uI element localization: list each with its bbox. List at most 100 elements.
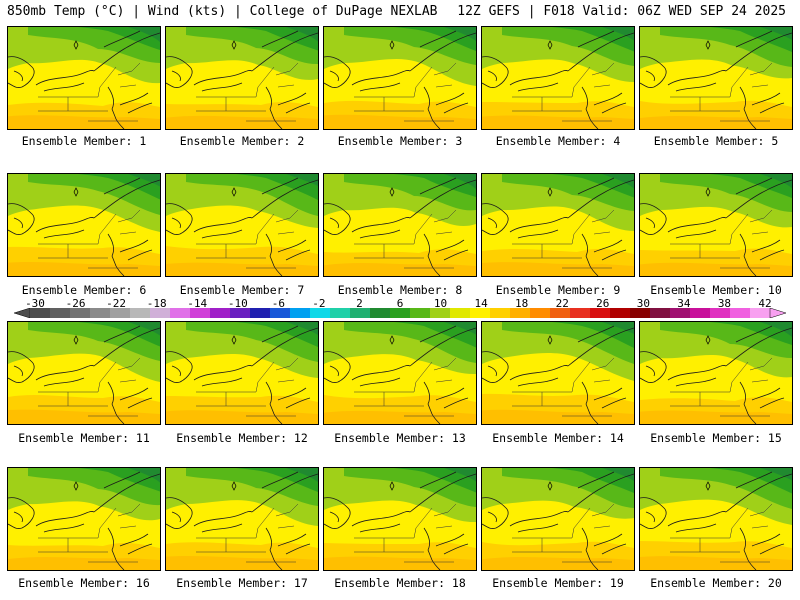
ensemble-member-label: Ensemble Member: 3	[337, 134, 463, 148]
colorbar-segment	[610, 308, 631, 318]
colorbar-segment	[150, 308, 171, 318]
colorbar-segment	[50, 308, 71, 318]
state-borders	[354, 62, 457, 122]
colorbar-segment	[470, 308, 491, 318]
warm-contour-fill	[8, 115, 160, 129]
warm-contour-fill	[482, 557, 634, 570]
cool-contour-fill	[128, 468, 160, 483]
colorbar-segment	[350, 308, 371, 318]
cool-contour-fill	[128, 174, 160, 187]
geographic-boundaries	[166, 325, 318, 424]
colorbar-tick-label: -22	[106, 297, 127, 310]
cool-contour-fill	[710, 468, 792, 494]
ensemble-member-map	[639, 26, 793, 130]
ensemble-member-map	[7, 467, 161, 571]
state-borders	[670, 357, 773, 417]
cool-contour-fill	[394, 174, 476, 197]
cool-contour-fill	[710, 27, 792, 52]
cool-contour-fill	[602, 468, 634, 481]
state-borders	[512, 357, 615, 417]
colorbar-segment	[570, 308, 591, 318]
ensemble-member-map	[7, 321, 161, 425]
colorbar-tick-label: -10	[227, 297, 248, 310]
geographic-boundaries	[640, 471, 792, 570]
ensemble-member-label: Ensemble Member: 14	[492, 431, 624, 445]
colorbar-tick-label: -18	[146, 297, 167, 310]
lake-diamond-marker	[231, 187, 237, 197]
lake-diamond-marker	[705, 335, 711, 345]
lake-diamond-marker	[547, 40, 553, 50]
ensemble-member-map	[7, 173, 161, 277]
colorbar-segment	[170, 308, 191, 318]
colorbar-segment	[110, 308, 131, 318]
cool-contour-fill	[602, 27, 634, 41]
geographic-boundaries	[8, 30, 160, 129]
ensemble-member-map	[481, 467, 635, 571]
colorbar-tick-label: 26	[596, 297, 610, 310]
geographic-boundaries	[482, 325, 634, 424]
colorbar-tick-label: 6	[396, 297, 404, 310]
lake-diamond-marker	[705, 40, 711, 50]
ensemble-member-map	[165, 321, 319, 425]
geographic-boundaries	[482, 30, 634, 129]
colorbar-tick-label: 38	[717, 297, 732, 310]
cool-contour-fill	[444, 322, 476, 335]
cool-contour-fill	[78, 27, 160, 50]
geographic-boundaries	[166, 471, 318, 570]
colorbar-segment	[390, 308, 411, 318]
colorbar-segment	[190, 308, 211, 318]
ensemble-member-map	[323, 173, 477, 277]
ensemble-member-label: Ensemble Member: 4	[495, 134, 621, 148]
colorbar-tick-label: 22	[555, 297, 569, 310]
cool-contour-fill	[394, 322, 476, 348]
state-borders	[512, 62, 615, 122]
lake-diamond-marker	[705, 481, 711, 491]
cool-contour-fill	[286, 468, 318, 482]
cool-contour-fill	[286, 322, 318, 335]
state-borders	[670, 503, 773, 563]
warm-contour-fill	[482, 262, 634, 276]
ensemble-member-map	[165, 173, 319, 277]
ensemble-member-map	[165, 26, 319, 130]
geographic-boundaries	[324, 177, 476, 276]
colorbar-segment	[210, 308, 231, 318]
state-borders	[354, 357, 457, 417]
geographic-boundaries	[640, 177, 792, 276]
colorbar-tick-label: 14	[474, 297, 488, 310]
colorbar-segment	[290, 308, 311, 318]
colorbar-segment	[550, 308, 571, 318]
cool-contour-fill	[78, 468, 160, 492]
cool-contour-fill	[128, 27, 160, 42]
geographic-boundaries	[166, 177, 318, 276]
colorbar-segment	[90, 308, 111, 318]
colorbar-segment	[450, 308, 471, 318]
colorbar-segment	[230, 308, 251, 318]
lake-diamond-marker	[73, 335, 79, 345]
cool-contour-fill	[286, 27, 318, 42]
cool-contour-fill	[286, 174, 318, 186]
ensemble-member-label: Ensemble Member: 19	[492, 576, 624, 590]
geographic-boundaries	[640, 325, 792, 424]
lake-diamond-marker	[231, 335, 237, 345]
state-borders	[670, 62, 773, 122]
warm-contour-fill	[324, 556, 476, 570]
map-title: 850mb Temp (°C) | Wind (kts) | College o…	[7, 4, 438, 19]
ensemble-member-label: Ensemble Member: 11	[18, 431, 150, 445]
colorbar-tick-label: -26	[65, 297, 86, 310]
colorbar-segment	[530, 308, 551, 318]
ensemble-member-map	[7, 26, 161, 130]
cool-contour-fill	[552, 27, 634, 52]
cool-contour-fill	[78, 322, 160, 347]
geographic-boundaries	[8, 177, 160, 276]
ensemble-member-label: Ensemble Member: 7	[179, 283, 305, 297]
geographic-boundaries	[8, 471, 160, 570]
geographic-boundaries	[166, 30, 318, 129]
geographic-boundaries	[324, 30, 476, 129]
ensemble-member-label: Ensemble Member: 15	[650, 431, 782, 445]
colorbar-segment	[510, 308, 531, 318]
model-valid-time: 12Z GEFS | F018 Valid: 06Z WED SEP 24 20…	[457, 4, 786, 19]
cool-contour-fill	[236, 322, 318, 347]
state-borders	[670, 209, 773, 269]
colorbar-tick-label: 42	[758, 297, 772, 310]
lake-diamond-marker	[73, 40, 79, 50]
